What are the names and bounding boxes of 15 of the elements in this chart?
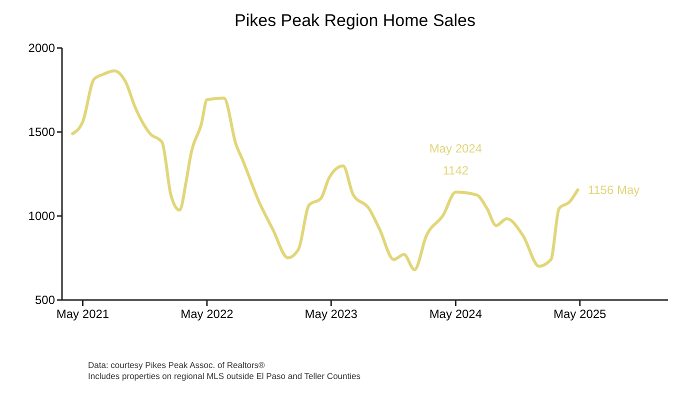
line-series	[71, 69, 580, 272]
y-tick-label: 500	[34, 293, 56, 308]
text: Data: courtesy Pikes Peak Assoc. of Realtors®	[88, 360, 266, 370]
x-tick-label: May 2021	[56, 307, 110, 321]
x-tick-label: May 2022	[180, 307, 234, 321]
x-tick-label: May 2024	[429, 307, 482, 321]
y-tick-label: 1000	[28, 209, 56, 224]
text: Includes properties on regional MLS outside El Paso and Teller Counties	[88, 371, 360, 381]
y-tick-label: 2000	[28, 41, 56, 56]
x-tick-label: May 2025	[554, 307, 607, 321]
chart-title: Pikes Peak Region Home Sales	[234, 11, 476, 30]
x-tick-label: May 2023	[304, 307, 358, 321]
y-tick-label: 1500	[28, 125, 56, 140]
annotation: May 2024 1142	[429, 141, 482, 178]
annotation: 1156 May	[588, 182, 640, 197]
